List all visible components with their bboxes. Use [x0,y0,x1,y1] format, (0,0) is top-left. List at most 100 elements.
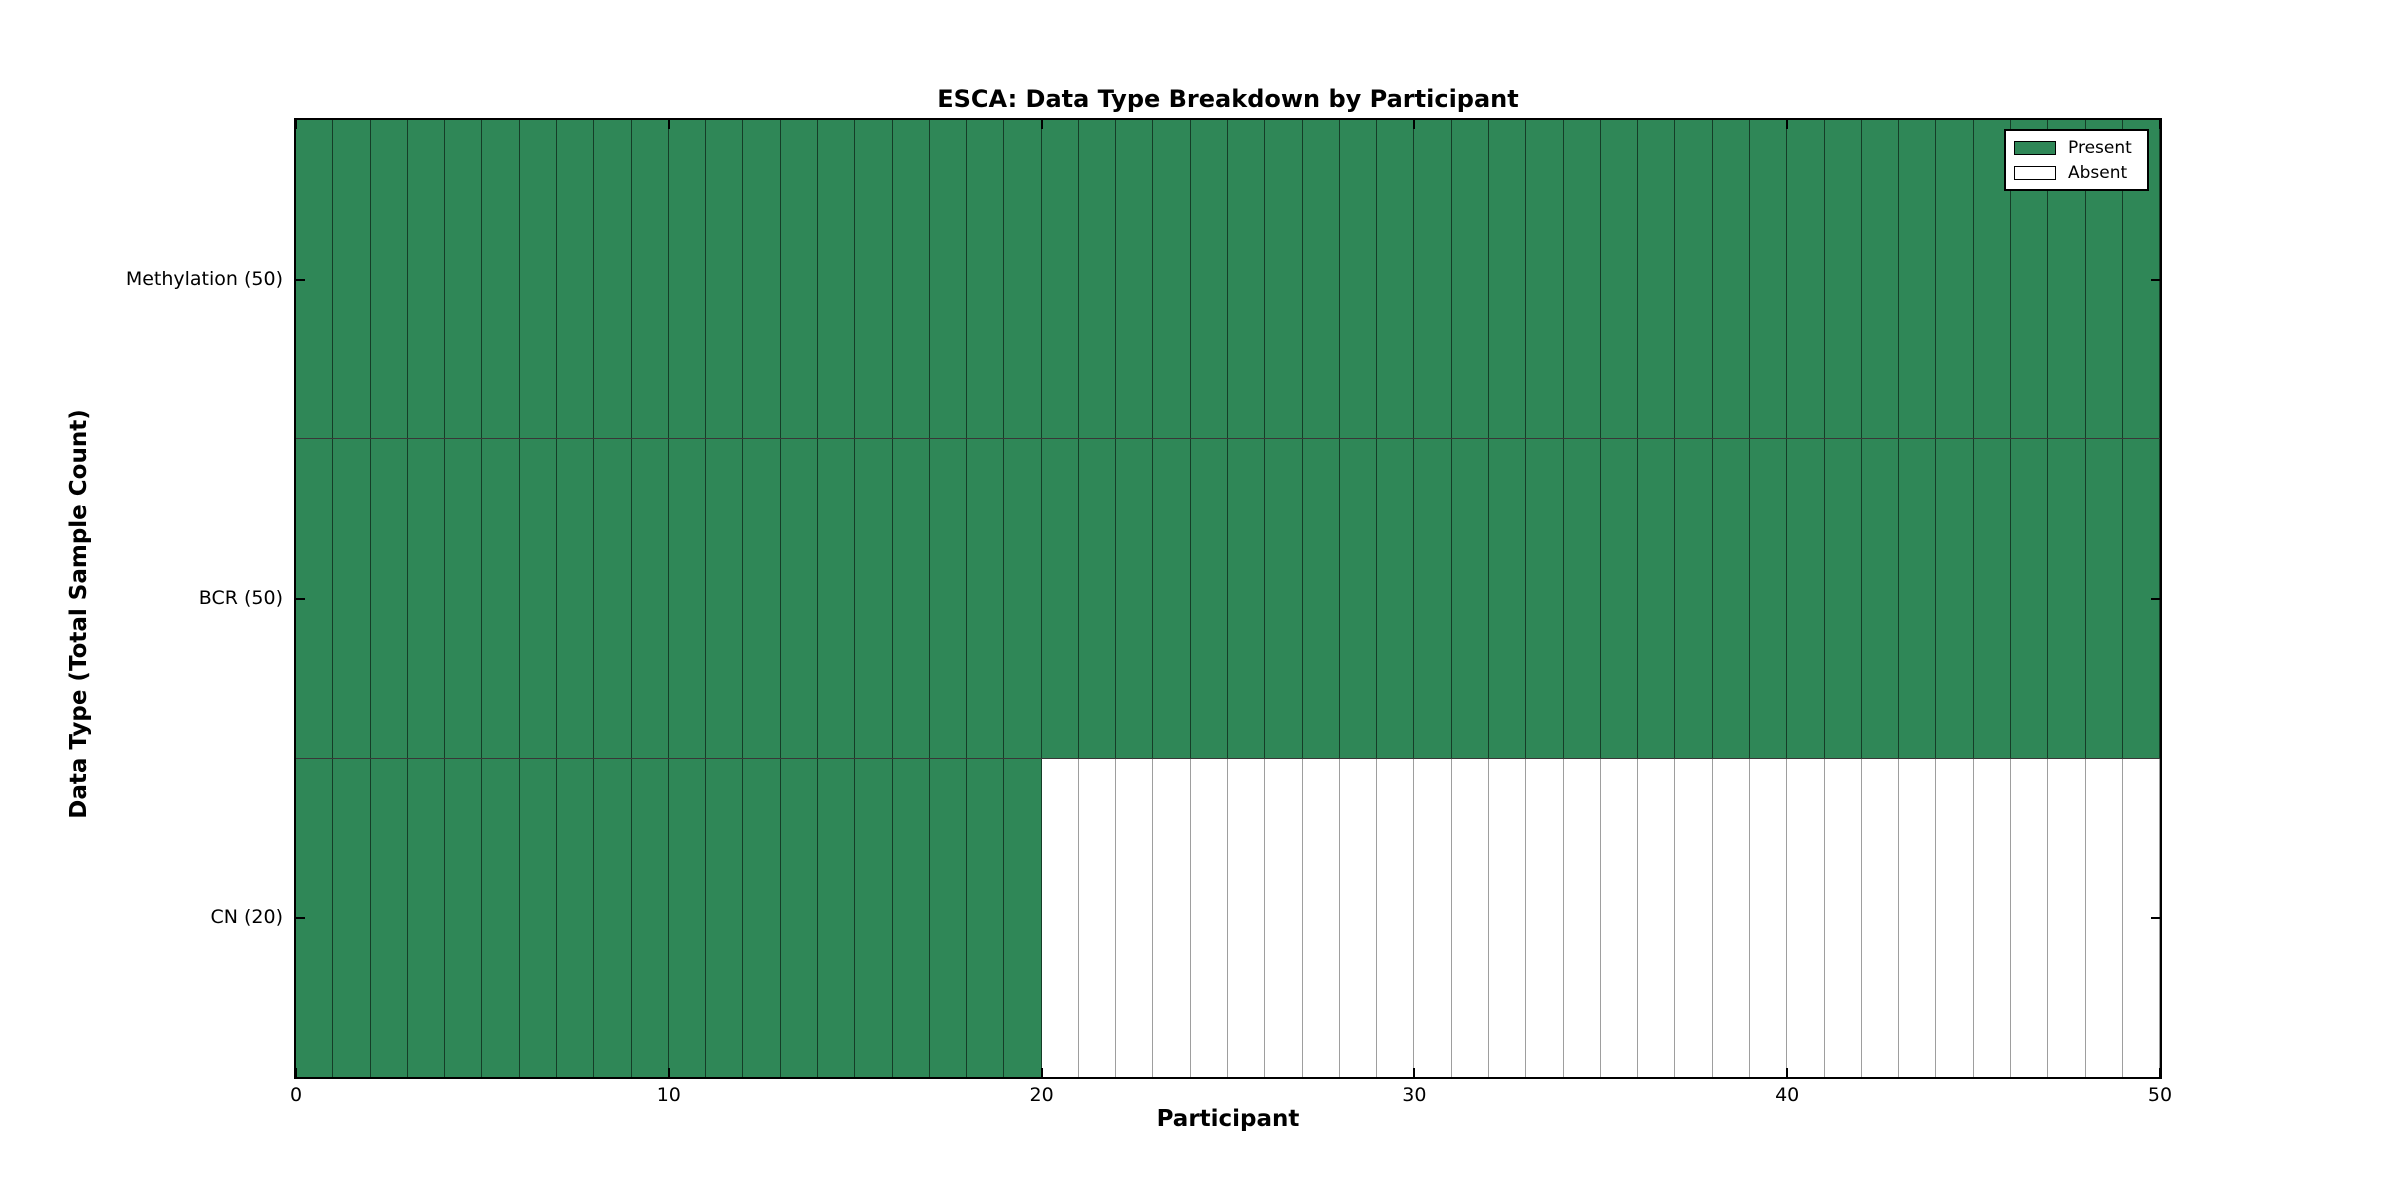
participant-cell [1078,439,1117,758]
participant-cell [1861,120,1900,439]
participant-cell [2085,758,2123,1077]
participant-cell [1600,120,1639,439]
x-tick-mark [295,1068,297,1077]
y-tick-mark [2151,278,2160,281]
participant-cell [1638,120,1676,439]
legend-swatch-absent [2014,165,2056,180]
participant-cell [1749,120,1788,439]
participant-cell [333,120,371,439]
participant-cell [1936,758,1974,1077]
participant-cell [482,120,520,439]
participant-cell [1936,439,1974,758]
y-tick-label: BCR (50) [198,586,283,609]
participant-cell [817,120,856,439]
participant-cell [892,758,930,1077]
participant-cell [967,758,1005,1077]
participant-cell [2048,758,2086,1077]
participant-cell [1153,439,1191,758]
participant-cell [1489,758,1527,1077]
participant-cell [1190,758,1229,1077]
participant-cell [2085,439,2123,758]
legend: Present Absent [2004,129,2149,191]
participant-cell [1600,758,1639,1077]
participant-cell [855,439,893,758]
participant-cell [1675,120,1713,439]
participant-cell [780,439,818,758]
participant-cell [1451,439,1489,758]
participant-cell [1712,439,1750,758]
legend-label: Absent [2068,162,2128,183]
x-tick-mark [1413,120,1416,129]
participant-cell [1377,120,1415,439]
participant-cell [1899,439,1937,758]
participant-cell [2010,439,2049,758]
participant-cell [1861,439,1900,758]
participant-cell [743,439,781,758]
x-tick-label: 30 [1402,1084,1427,1106]
participant-cell [1377,758,1415,1077]
participant-cell [519,439,557,758]
x-tick-mark [667,120,670,129]
participant-cell [1041,758,1079,1077]
participant-cell [1190,439,1229,758]
participant-cell [333,758,371,1077]
participant-cell [1004,439,1042,758]
participant-cell [407,120,446,439]
participant-cell [370,120,408,439]
legend-swatch-present [2014,140,2056,155]
x-tick-label: 50 [2147,1084,2173,1106]
participant-cell [631,758,669,1077]
x-tick-label: 20 [1029,1084,1054,1106]
participant-cell [1004,120,1042,439]
participant-cell [1265,120,1303,439]
participant-cell [668,120,707,439]
participant-cell [817,758,856,1077]
participant-cell [1153,758,1191,1077]
participant-cell [855,758,893,1077]
participant-cell [929,120,968,439]
participant-cell [1190,120,1229,439]
participant-cell [1414,439,1452,758]
participant-cell [1078,758,1117,1077]
y-tick-mark [296,916,305,919]
participant-cell [1899,120,1937,439]
participant-cell [556,758,595,1077]
participant-cell [519,758,557,1077]
participant-cell [1078,120,1117,439]
participant-cell [594,120,632,439]
participant-cell [1675,439,1713,758]
participant-cell [1563,120,1601,439]
x-tick-mark [1040,1068,1043,1077]
participant-cell [1302,758,1340,1077]
participant-cell [1973,758,2011,1077]
participant-cell [1377,439,1415,758]
participant-cell [1489,120,1527,439]
heatmap-row-cn [296,758,2161,1077]
participant-cell [1749,758,1788,1077]
x-tick-label: 0 [289,1084,303,1106]
participant-cell [1526,439,1564,758]
participant-cell [407,758,446,1077]
participant-cell [445,758,483,1077]
participant-cell [333,439,371,758]
plot-area: Present Absent [294,118,2162,1079]
x-tick-mark [667,1068,670,1077]
participant-cell [1824,120,1862,439]
heatmap-row-bcr [296,439,2161,759]
y-tick-label: Methylation (50) [125,267,283,290]
participant-cell [1973,439,2011,758]
participant-cell [1787,439,1825,758]
participant-cell [1041,439,1079,758]
participant-cell [1749,439,1788,758]
participant-cell [1116,439,1154,758]
participant-cell [1228,120,1266,439]
heatmap-row-methylation [296,120,2161,440]
participant-cell [631,439,669,758]
participant-cell [780,120,818,439]
participant-cell [407,439,446,758]
participant-cell [1638,758,1676,1077]
y-tick-mark [2151,916,2160,919]
participant-cell [817,439,856,758]
x-axis-label: Participant [1156,1106,1300,1132]
participant-cell [631,120,669,439]
